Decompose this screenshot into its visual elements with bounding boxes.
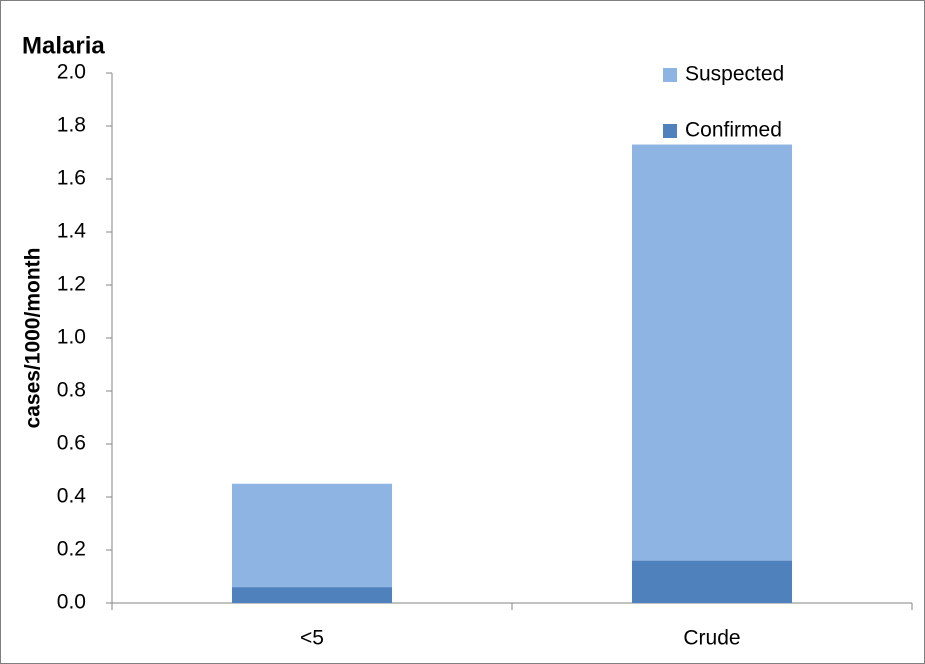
y-axis-label: cases/1000/month (22, 248, 45, 429)
chart-title: Malaria (22, 32, 105, 59)
y-tick-label: 1.8 (57, 114, 86, 137)
y-tick-label: 0.8 (57, 379, 86, 402)
y-tick-label: 1.0 (57, 326, 86, 349)
bar-segment (232, 483, 392, 588)
y-tick-label: 1.4 (57, 220, 87, 243)
y-tick-label: 0.0 (57, 591, 86, 614)
y-tick-label: 0.6 (57, 432, 86, 455)
legend-swatch (663, 124, 677, 138)
y-tick-label: 0.4 (57, 485, 87, 508)
x-tick-label: <5 (300, 627, 324, 650)
y-tick-label: 1.6 (57, 167, 86, 190)
bar-segment (632, 560, 792, 603)
legend-label: Suspected (685, 63, 784, 86)
x-tick-label: Crude (683, 627, 740, 650)
y-tick-label: 1.2 (57, 273, 86, 296)
bar-segment (232, 587, 392, 603)
bar-segment (632, 144, 792, 561)
y-tick-label: 2.0 (57, 61, 86, 84)
y-tick-label: 0.2 (57, 538, 86, 561)
legend-swatch (663, 68, 677, 82)
legend-label: Confirmed (685, 119, 782, 142)
